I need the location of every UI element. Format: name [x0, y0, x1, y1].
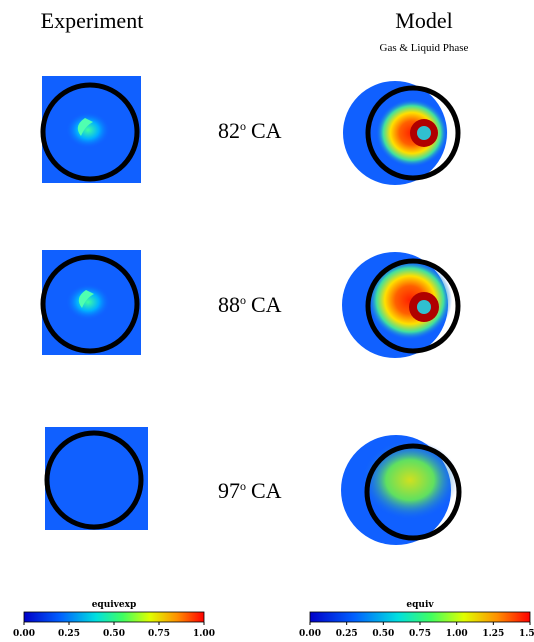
colorbar-tick-label: 1.00: [193, 629, 215, 639]
colorbar-tick-label: 1.25: [482, 629, 504, 639]
degree: o: [240, 479, 246, 493]
experiment-header: Experiment: [41, 8, 144, 33]
angle: 88: [218, 292, 240, 317]
model-image: [341, 435, 459, 545]
unit: CA: [251, 292, 282, 317]
angle: 97: [218, 478, 240, 503]
colorbar-title: equiv: [406, 600, 434, 610]
model-header: Model: [395, 8, 452, 33]
model-image: [343, 81, 458, 185]
colorbar-tick-label: 0.50: [103, 629, 125, 639]
colorbar-tick-label: 0.75: [409, 629, 431, 639]
degree: o: [240, 119, 246, 133]
crank-angle-label: 82o CA: [218, 118, 282, 143]
model-subtitle: Gas & Liquid Phase: [380, 42, 469, 54]
experiment-image: [45, 427, 148, 530]
angle: 82: [218, 118, 240, 143]
colorbar-tick-label: 0.50: [372, 629, 394, 639]
colorbar-title: equivexp: [92, 600, 137, 610]
colorbar-tick-label: 0.00: [299, 629, 321, 639]
colorbar-tick-label: 0.25: [336, 629, 358, 639]
crank-angle-label: 88o CA: [218, 292, 282, 317]
colorbar-tick-label: 1.50: [519, 629, 534, 639]
colorbar: [310, 612, 530, 622]
model-image: [342, 252, 458, 358]
unit: CA: [251, 478, 282, 503]
degree: o: [240, 293, 246, 307]
experiment-image: [42, 76, 141, 183]
colorbar-tick-label: 0.25: [58, 629, 80, 639]
crank-angle-label: 97o CA: [218, 478, 282, 503]
unit: CA: [251, 118, 282, 143]
colorbar-tick-label: 0.00: [13, 629, 35, 639]
colorbar: [24, 612, 204, 622]
figure: Experiment Model Gas & Liquid Phase: [0, 0, 534, 642]
colorbar-tick-label: 1.00: [446, 629, 468, 639]
colorbar-tick-label: 0.75: [148, 629, 170, 639]
experiment-image: [42, 250, 141, 355]
